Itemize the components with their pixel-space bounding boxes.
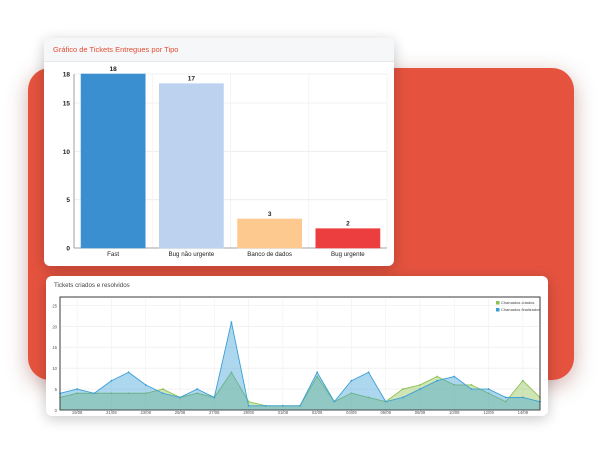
- legend-swatch: [496, 308, 500, 312]
- data-point: [127, 371, 130, 374]
- x-tick-label: Bug não urgente: [168, 251, 214, 258]
- data-point: [419, 383, 421, 386]
- bar-value-label: 3: [268, 211, 272, 218]
- data-point: [247, 404, 250, 407]
- x-tick-label: 27/08: [209, 410, 220, 415]
- data-point: [436, 375, 439, 378]
- data-point: [161, 392, 164, 395]
- x-tick-label: Banco de dados: [247, 251, 292, 258]
- chart-title: Tickets criados e resolvidos: [54, 282, 130, 289]
- x-tick-label: 31/08: [278, 410, 289, 415]
- data-point: [367, 396, 370, 399]
- y-tick-label: 0: [66, 246, 70, 253]
- y-tick-label: 20: [52, 324, 57, 329]
- data-point: [110, 392, 113, 395]
- data-point: [521, 379, 524, 382]
- data-point: [367, 371, 370, 374]
- data-point: [110, 379, 113, 382]
- card-header: [44, 38, 394, 62]
- y-tick-label: 10: [52, 366, 57, 371]
- x-tick-label: 04/09: [346, 410, 357, 415]
- bar-value-label: 17: [188, 76, 196, 83]
- data-point: [230, 321, 233, 324]
- x-tick-label: 19/08: [72, 410, 83, 415]
- data-point: [350, 392, 353, 395]
- y-tick-label: 15: [52, 345, 57, 350]
- data-point: [127, 392, 130, 395]
- data-point: [179, 396, 181, 399]
- plot-border: [59, 296, 541, 411]
- series-area: [60, 372, 540, 410]
- data-point: [504, 400, 507, 403]
- bar: [80, 73, 146, 249]
- y-tick-label: 0: [55, 408, 58, 413]
- data-point: [401, 388, 404, 390]
- data-point: [299, 404, 301, 407]
- x-tick-label: 21/08: [106, 410, 117, 415]
- data-point: [316, 371, 319, 374]
- x-tick-label: Bug urgente: [331, 251, 365, 258]
- series-area: [60, 322, 540, 410]
- data-point: [504, 396, 507, 399]
- data-point: [384, 400, 387, 403]
- data-point: [419, 388, 421, 390]
- x-tick-label: 12/09: [483, 410, 494, 415]
- legend-label: Chamados finalizados: [501, 307, 540, 312]
- x-tick-label: 25/08: [175, 410, 186, 415]
- data-point: [281, 404, 284, 407]
- data-point: [316, 375, 319, 378]
- legend-swatch: [496, 301, 500, 305]
- tickets-created-resolved-card: Tickets criados e resolvidos 0 5 10 15 20 25 1…: [46, 276, 548, 416]
- x-tick-label: 10/09: [449, 410, 460, 415]
- y-tick-label: 5: [55, 387, 58, 392]
- area-chart: 0 5 10 15 20 25 19/08 21/08 23/08 25/08 27/08 29/08…: [52, 296, 541, 415]
- data-point: [196, 388, 199, 390]
- bar-value-label: 2: [346, 221, 350, 228]
- data-point: [487, 388, 490, 390]
- x-tick-label: 29/08: [243, 410, 254, 415]
- data-point: [470, 383, 473, 386]
- x-tick-label: 06/09: [380, 410, 391, 415]
- data-point: [401, 396, 404, 399]
- data-point: [76, 392, 79, 395]
- y-tick-label: 15: [63, 101, 71, 108]
- y-tick-label: 5: [66, 197, 70, 204]
- y-tick-label: 25: [52, 303, 57, 308]
- bar: [237, 218, 303, 249]
- x-tick-label: 14/09: [518, 410, 529, 415]
- bar-value-label: 18: [110, 66, 118, 73]
- x-tick-label: 02/09: [312, 410, 323, 415]
- data-point: [333, 400, 336, 403]
- data-point: [487, 392, 490, 395]
- x-tick-label: 23/08: [140, 410, 151, 415]
- data-point: [453, 375, 456, 378]
- bar: [158, 83, 224, 249]
- data-point: [76, 388, 79, 390]
- bar-chart: 0 5 10 15 18 18 Fast 17 Bug não urgente 3 Banco de…: [63, 66, 388, 258]
- data-point: [230, 371, 233, 374]
- tickets-by-type-card: Gráfico de Tickets Entregues por Tipo 0 5…: [44, 38, 394, 266]
- data-point: [350, 379, 353, 382]
- x-tick-label: Fast: [107, 251, 119, 258]
- y-tick-label: 10: [63, 149, 71, 156]
- y-tick-label: 18: [63, 72, 71, 79]
- bar: [315, 228, 381, 249]
- data-point: [161, 388, 164, 390]
- data-point: [521, 396, 524, 399]
- data-point: [470, 388, 473, 390]
- data-point: [196, 392, 199, 395]
- data-point: [144, 392, 147, 395]
- data-point: [93, 392, 96, 395]
- data-point: [453, 383, 456, 386]
- data-point: [144, 383, 147, 386]
- data-point: [436, 379, 439, 382]
- data-point: [213, 396, 216, 399]
- legend-label: Chamados criados: [501, 300, 534, 305]
- chart-title: Gráfico de Tickets Entregues por Tipo: [53, 45, 179, 54]
- x-tick-label: 08/09: [415, 410, 426, 415]
- data-point: [264, 404, 267, 407]
